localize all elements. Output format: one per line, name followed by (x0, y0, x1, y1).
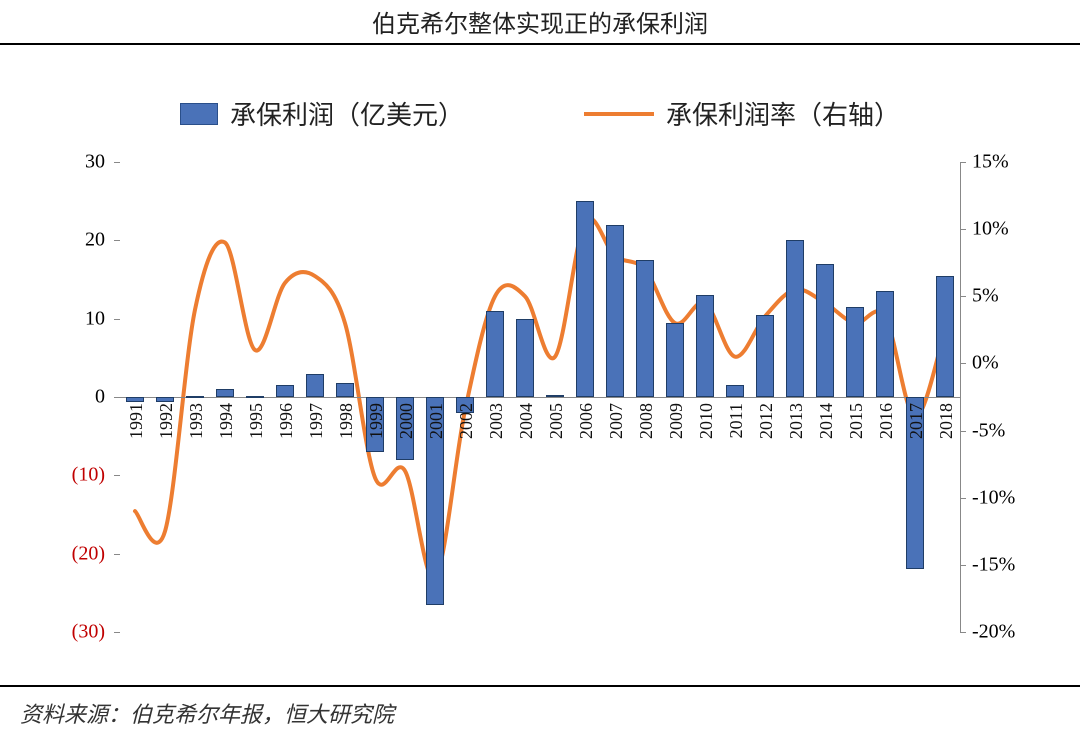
y-right-tick-label: -20% (972, 621, 1015, 644)
x-tick-label: 1997 (306, 403, 327, 439)
y-left-tick (114, 319, 120, 320)
y-right-tick (960, 431, 966, 432)
x-tick-label: 2009 (666, 403, 687, 439)
legend-bar-label: 承保利润（亿美元） (230, 95, 464, 132)
y-left-tick-label: (20) (40, 542, 105, 565)
y-right-tick-label: 10% (972, 218, 1009, 241)
bar (576, 201, 595, 397)
x-tick-label: 1994 (216, 403, 237, 439)
bar (876, 291, 895, 397)
y-left-tick-label: 30 (40, 151, 105, 174)
y-right-tick (960, 498, 966, 499)
bar (666, 323, 685, 397)
y-left-tick-label: (10) (40, 464, 105, 487)
x-tick-label: 2002 (456, 403, 477, 439)
plot-area: 3020100(10)(20)(30)15%10%5%0%-5%-10%-15%… (40, 162, 1040, 632)
x-tick-label: 2007 (606, 403, 627, 439)
y-right-tick-label: -15% (972, 553, 1015, 576)
bar (816, 264, 835, 397)
bar (216, 389, 235, 397)
y-right-tick-label: 5% (972, 285, 999, 308)
x-tick-label: 2005 (546, 403, 567, 439)
legend-bar-swatch (180, 103, 218, 125)
bar (756, 315, 775, 397)
y-left-tick-label: 20 (40, 229, 105, 252)
bar (486, 311, 505, 397)
x-tick-label: 2018 (936, 403, 957, 439)
bar (306, 374, 325, 398)
x-tick-label: 1996 (276, 403, 297, 439)
bar (726, 385, 745, 397)
x-tick-label: 1998 (336, 403, 357, 439)
legend-line-swatch (584, 112, 654, 116)
x-tick-label: 2016 (876, 403, 897, 439)
y-right-tick-label: 0% (972, 352, 999, 375)
y-left-tick-label: 0 (40, 386, 105, 409)
y-right-axis-line (960, 162, 961, 632)
y-right-tick (960, 565, 966, 566)
legend-line-label: 承保利润率（右轴） (666, 95, 900, 132)
x-tick-label: 1993 (186, 403, 207, 439)
x-tick-label: 1995 (246, 403, 267, 439)
source-text: 资料来源：伯克希尔年报，恒大研究院 (20, 702, 394, 727)
x-tick-label: 2015 (846, 403, 867, 439)
y-left-tick (114, 162, 120, 163)
x-tick-label: 2013 (786, 403, 807, 439)
legend: 承保利润（亿美元） 承保利润率（右轴） (40, 95, 1040, 132)
bar (546, 395, 565, 397)
bar (636, 260, 655, 397)
y-left-tick (114, 240, 120, 241)
y-left-tick (114, 554, 120, 555)
x-tick-label: 2003 (486, 403, 507, 439)
y-left-tick-label: 10 (40, 307, 105, 330)
x-tick-label: 2001 (426, 403, 447, 439)
y-right-tick-label: 15% (972, 151, 1009, 174)
x-tick-label: 1999 (366, 403, 387, 439)
y-left-tick (114, 632, 120, 633)
bar (516, 319, 535, 397)
chart-title: 伯克希尔整体实现正的承保利润 (372, 12, 708, 38)
bar (696, 295, 715, 397)
x-tick-label: 2000 (396, 403, 417, 439)
y-right-tick (960, 162, 966, 163)
x-tick-label: 2010 (696, 403, 717, 439)
legend-item-bar: 承保利润（亿美元） (180, 95, 464, 132)
bar (186, 396, 205, 398)
x-tick-label: 2012 (756, 403, 777, 439)
bar (786, 240, 805, 397)
x-tick-label: 2014 (816, 403, 837, 439)
bar (246, 396, 265, 398)
x-tick-label: 1992 (156, 403, 177, 439)
y-right-tick (960, 296, 966, 297)
x-tick-label: 1991 (126, 403, 147, 439)
y-right-tick-label: -10% (972, 486, 1015, 509)
x-tick-label: 2006 (576, 403, 597, 439)
chart-container: 承保利润（亿美元） 承保利润率（右轴） 3020100(10)(20)(30)1… (0, 45, 1080, 685)
x-tick-label: 2004 (516, 403, 537, 439)
x-tick-label: 2011 (726, 403, 747, 438)
y-right-tick-label: -5% (972, 419, 1005, 442)
chart-title-row: 伯克希尔整体实现正的承保利润 (0, 0, 1080, 45)
y-right-tick (960, 363, 966, 364)
source-row: 资料来源：伯克希尔年报，恒大研究院 (0, 685, 1080, 739)
bar (126, 397, 145, 402)
x-tick-label: 2017 (906, 403, 927, 439)
y-right-tick (960, 632, 966, 633)
bar (336, 383, 355, 397)
y-left-tick-label: (30) (40, 621, 105, 644)
bar (936, 276, 955, 397)
legend-item-line: 承保利润率（右轴） (584, 95, 900, 132)
y-right-tick (960, 229, 966, 230)
x-tick-label: 2008 (636, 403, 657, 439)
bar (606, 225, 625, 397)
bar (276, 385, 295, 397)
bar (846, 307, 865, 397)
bar (156, 397, 175, 402)
y-left-tick (114, 475, 120, 476)
